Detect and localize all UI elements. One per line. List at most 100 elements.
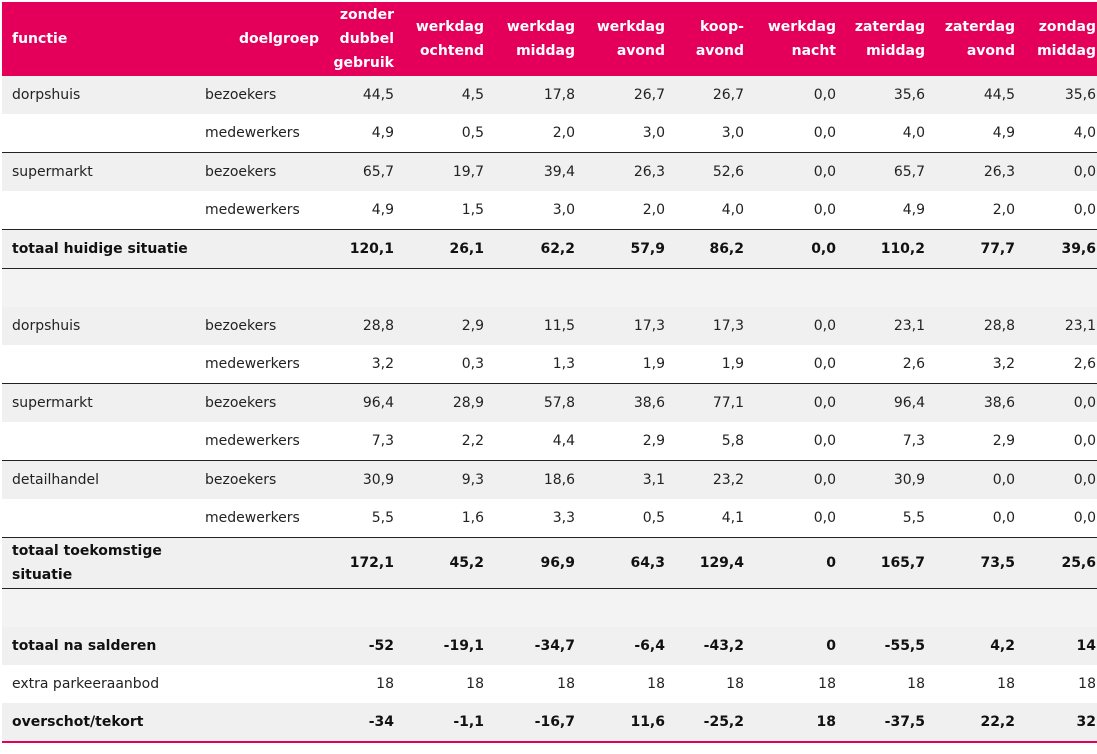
cell-value: 0,5 [585, 499, 675, 538]
table-row: dorpshuis bezoekers 28,8 2,9 11,5 17,3 17,3 0,0… [2, 307, 1097, 345]
cell-value: 0,0 [935, 460, 1025, 499]
table-header-row: functie doelgroep zonder dubbel gebruik we… [2, 2, 1097, 76]
cell-value: -16,7 [494, 703, 585, 743]
table-row: supermarkt bezoekers 65,7 19,7 39,4 26,3 52,6 0… [2, 152, 1097, 191]
cell-doelgroep: medewerkers [199, 499, 329, 538]
cell-value: 3,2 [329, 345, 404, 384]
cell-value [846, 588, 935, 627]
cell-doelgroep: medewerkers [199, 422, 329, 461]
cell-value: 32 [1025, 703, 1097, 743]
cell-value: 52,6 [675, 152, 754, 191]
cell-value: 4,9 [329, 114, 404, 153]
cell-value: 2,0 [585, 191, 675, 230]
cell-doelgroep [199, 703, 329, 743]
table-row: totaal toekomstige situatie 172,1 45,2 96,9… [2, 537, 1097, 589]
cell-functie [2, 345, 199, 384]
cell-value: 2,9 [935, 422, 1025, 461]
cell-value: 4,5 [404, 76, 494, 114]
table-row: medewerkers 3,2 0,3 1,3 1,9 1,9 0,0 2,6 3,2 2,6 [2, 345, 1097, 384]
cell-value [404, 268, 494, 307]
table-row: detailhandel bezoekers 30,9 9,3 18,6 3,1 23,2 0… [2, 460, 1097, 499]
cell-value: 65,7 [846, 152, 935, 191]
table-row: medewerkers 5,5 1,6 3,3 0,5 4,1 0,0 5,5 0,0 0,0 [2, 499, 1097, 538]
cell-value: 18 [1025, 665, 1097, 703]
cell-value: 23,1 [1025, 307, 1097, 345]
cell-value: 64,3 [585, 537, 675, 589]
cell-value: 2,9 [585, 422, 675, 461]
cell-doelgroep: medewerkers [199, 191, 329, 230]
table-body: dorpshuis bezoekers 44,5 4,5 17,8 26,7 26,7 0,0… [2, 76, 1097, 743]
cell-value [329, 268, 404, 307]
header-doelgroep: doelgroep [199, 2, 329, 76]
cell-value [404, 588, 494, 627]
cell-value: 28,8 [329, 307, 404, 345]
cell-functie: supermarkt [2, 383, 199, 422]
cell-value: 0,0 [754, 499, 846, 538]
cell-value: 57,8 [494, 383, 585, 422]
cell-value: 110,2 [846, 229, 935, 269]
cell-doelgroep: bezoekers [199, 383, 329, 422]
cell-value: 2,2 [404, 422, 494, 461]
cell-value: 19,7 [404, 152, 494, 191]
cell-value: 96,9 [494, 537, 585, 589]
cell-doelgroep: bezoekers [199, 307, 329, 345]
cell-value: -34 [329, 703, 404, 743]
cell-value [585, 268, 675, 307]
cell-value: 165,7 [846, 537, 935, 589]
cell-doelgroep: bezoekers [199, 152, 329, 191]
header-period: zaterdag avond [935, 2, 1025, 76]
header-period: zaterdag middag [846, 2, 935, 76]
header-period: werkdag nacht [754, 2, 846, 76]
cell-value: 65,7 [329, 152, 404, 191]
cell-value: 4,9 [846, 191, 935, 230]
cell-value: -6,4 [585, 627, 675, 665]
table-row: supermarkt bezoekers 96,4 28,9 57,8 38,6 77,1 0… [2, 383, 1097, 422]
cell-value: 28,9 [404, 383, 494, 422]
cell-value: 23,2 [675, 460, 754, 499]
cell-value: 96,4 [329, 383, 404, 422]
cell-value [754, 268, 846, 307]
cell-value: 0,0 [754, 345, 846, 384]
cell-value: -34,7 [494, 627, 585, 665]
cell-value: 4,4 [494, 422, 585, 461]
cell-value: 0,0 [754, 114, 846, 153]
cell-value: 2,0 [935, 191, 1025, 230]
cell-value: 17,8 [494, 76, 585, 114]
cell-value: 25,6 [1025, 537, 1097, 589]
cell-value: 0,0 [935, 499, 1025, 538]
cell-value: 0,0 [754, 383, 846, 422]
cell-value: 35,6 [846, 76, 935, 114]
cell-doelgroep [199, 665, 329, 703]
cell-value: 45,2 [404, 537, 494, 589]
cell-functie: detailhandel [2, 460, 199, 499]
cell-value: 11,6 [585, 703, 675, 743]
cell-value: 0,0 [754, 460, 846, 499]
table-row: medewerkers 7,3 2,2 4,4 2,9 5,8 0,0 7,3 2,9 0,0 [2, 422, 1097, 461]
cell-value: 2,6 [1025, 345, 1097, 384]
cell-functie [2, 499, 199, 538]
cell-value: 4,9 [329, 191, 404, 230]
cell-value: 1,9 [675, 345, 754, 384]
cell-value: 3,0 [675, 114, 754, 153]
spacer-row [2, 588, 1097, 627]
cell-value: 5,5 [329, 499, 404, 538]
cell-value: 44,5 [329, 76, 404, 114]
cell-value: 0 [754, 537, 846, 589]
header-period: werkdag ochtend [404, 2, 494, 76]
cell-value: 0,0 [1025, 499, 1097, 538]
cell-value: 0,3 [404, 345, 494, 384]
cell-value: 0,0 [1025, 152, 1097, 191]
cell-functie: overschot/tekort [2, 703, 199, 743]
cell-functie: totaal huidige situatie [2, 229, 199, 269]
cell-functie [2, 588, 199, 627]
cell-value: 26,3 [585, 152, 675, 191]
cell-value: 18 [935, 665, 1025, 703]
header-period: werkdag middag [494, 2, 585, 76]
cell-value [329, 588, 404, 627]
cell-value: 4,0 [675, 191, 754, 230]
cell-doelgroep: bezoekers [199, 76, 329, 114]
cell-value: 5,5 [846, 499, 935, 538]
cell-value: 73,5 [935, 537, 1025, 589]
cell-value: 4,1 [675, 499, 754, 538]
cell-value: 0,0 [754, 191, 846, 230]
